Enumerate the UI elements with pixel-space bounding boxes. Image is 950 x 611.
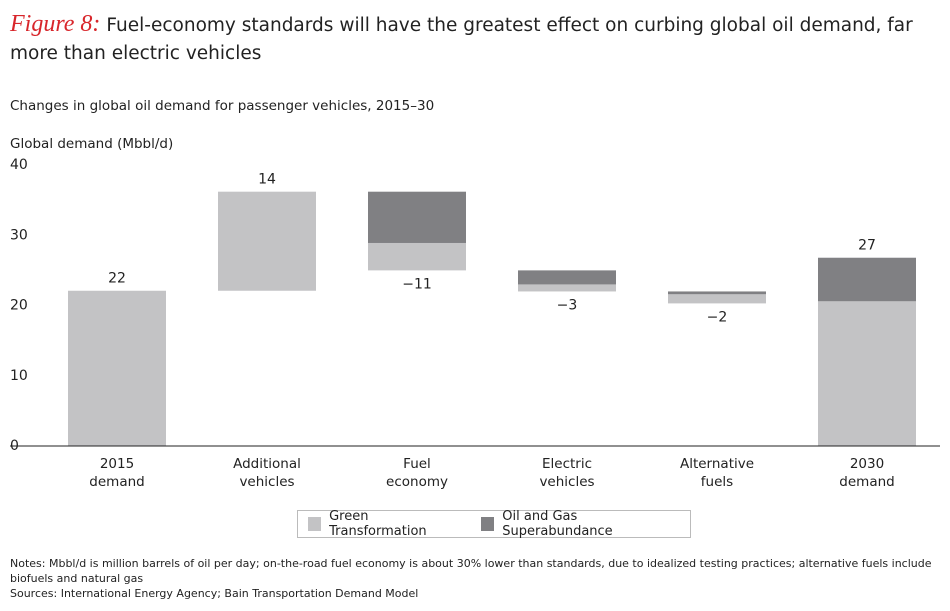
bar-segment (218, 191, 316, 291)
total-label: −11 (402, 276, 432, 292)
bar-segment (68, 290, 166, 446)
y-tick-label: 10 (10, 368, 28, 384)
y-tick-label: 30 (10, 227, 28, 243)
notes: Notes: Mbbl/d is million barrels of oil … (10, 556, 940, 601)
x-tick-label: 2015 demand (89, 456, 145, 490)
bar-segment (668, 294, 766, 304)
bar-segment (518, 284, 616, 292)
sources-text: Sources: International Energy Agency; Ba… (10, 587, 419, 600)
y-tick-label: 40 (10, 157, 28, 173)
bar-segment (818, 301, 916, 446)
x-tick-label: Electric vehicles (539, 456, 595, 490)
x-tick-label: 2030 demand (839, 456, 895, 490)
y-axis-label: Global demand (Mbbl/d) (10, 136, 174, 152)
legend-swatch (308, 517, 322, 531)
bar-segment (518, 270, 616, 285)
total-label: −3 (557, 297, 578, 313)
figure-label: Figure 8: (10, 11, 101, 37)
x-tick-label: Additional vehicles (233, 456, 301, 490)
total-label: 22 (108, 271, 126, 287)
total-label: 27 (858, 238, 876, 254)
legend-item: Oil and Gas Superabundance (471, 509, 680, 539)
total-label: 14 (258, 172, 276, 188)
title-block: Figure 8: Fuel-economy standards will hav… (10, 10, 945, 68)
notes-text: Notes: Mbbl/d is million barrels of oil … (10, 557, 932, 585)
total-label: −2 (707, 309, 728, 325)
x-tick-label: Fuel economy (386, 456, 448, 490)
legend: Green Transformation Oil and Gas Superabu… (297, 509, 691, 539)
bar-segment (668, 291, 766, 295)
bar-segment (818, 257, 916, 302)
chart-title: Fuel-economy standards will have the gre… (10, 15, 913, 64)
x-tick-label: Alternative fuels (679, 456, 755, 490)
legend-label: Green Transformation (329, 509, 427, 539)
subtitle: Changes in global oil demand for passeng… (10, 98, 435, 114)
legend-swatch (481, 517, 495, 531)
bar-segment (368, 191, 466, 243)
bar-segment (368, 242, 466, 271)
y-tick-label: 20 (10, 298, 28, 314)
legend-label: Oil and Gas Superabundance (502, 509, 613, 539)
legend-item: Green Transformation (298, 509, 461, 539)
